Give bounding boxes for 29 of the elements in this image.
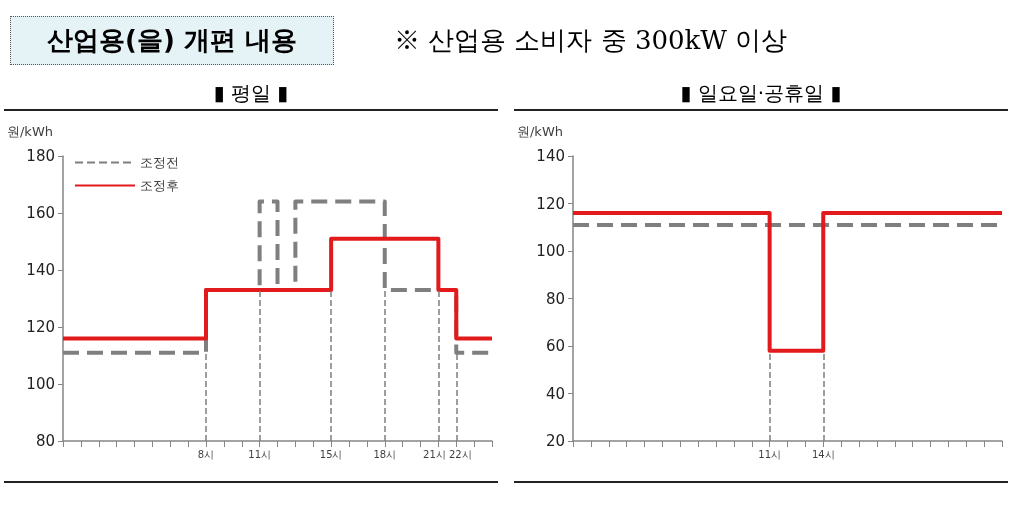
x-tick-label: 14시 bbox=[811, 448, 835, 460]
x-tick-label: 8시 bbox=[197, 448, 215, 460]
y-tick-label: 120 bbox=[536, 194, 565, 213]
y-tick-label: 60 bbox=[545, 337, 565, 355]
y-tick-label: 80 bbox=[545, 289, 565, 308]
legend-label: 조정후 bbox=[140, 178, 179, 193]
y-tick-label: 180 bbox=[26, 147, 55, 165]
y-tick-label: 140 bbox=[536, 147, 565, 165]
y-axis-title: 원/kWh bbox=[6, 124, 53, 139]
x-tick-label: 11시 bbox=[248, 448, 271, 460]
y-tick-label: 40 bbox=[545, 384, 565, 403]
y-tick-label: 20 bbox=[545, 432, 565, 450]
y-tick-label: 100 bbox=[26, 375, 55, 393]
y-tick-label: 140 bbox=[26, 261, 55, 279]
x-tick-label: 11시 bbox=[758, 448, 781, 460]
y-axis-title: 원/kWh bbox=[516, 124, 563, 139]
x-tick-label: 21시 bbox=[423, 448, 446, 460]
x-tick-label: 18시 bbox=[373, 448, 397, 460]
y-tick-label: 120 bbox=[26, 318, 55, 336]
y-tick-label: 80 bbox=[35, 432, 55, 450]
chart-subtitle: ▮ 평일 ▮ bbox=[4, 80, 498, 111]
legend-label: 조정전 bbox=[140, 155, 179, 170]
y-tick-label: 160 bbox=[26, 204, 55, 222]
x-tick-label: 15시 bbox=[319, 448, 343, 460]
y-tick-label: 100 bbox=[536, 242, 565, 260]
text: ※ 산업용 소비자 중 300kW 이상 bbox=[393, 23, 788, 57]
chart-subtitle: ▮ 일요일·공휴일 ▮ bbox=[514, 80, 1008, 111]
x-tick-label: 22시 bbox=[448, 448, 472, 460]
chart-title: 산업용(을) 개편 내용 bbox=[10, 15, 334, 65]
